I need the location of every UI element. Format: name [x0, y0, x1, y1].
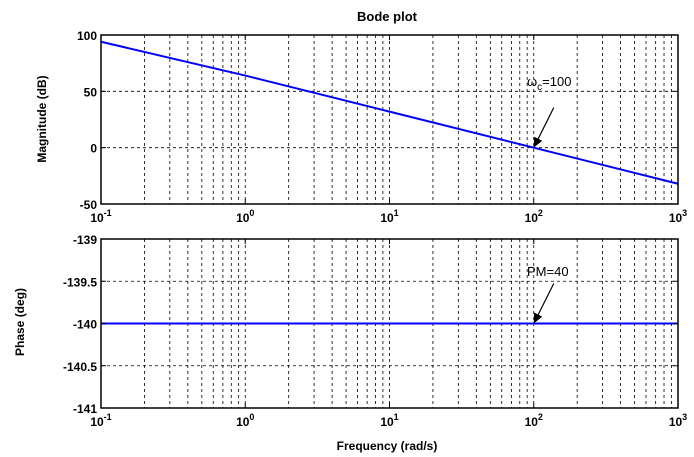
magnitude-y-tick-label: 0: [90, 142, 97, 156]
phase-margin-annotation: PM=40: [527, 264, 569, 279]
magnitude-series-group: [100, 40, 679, 185]
x-axis-label: Frequency (rad/s): [337, 439, 438, 453]
magnitude-x-tick-label: 103: [669, 208, 687, 225]
magnitude-series-line: [100, 40, 679, 185]
crossover-annotation: ωc=100: [527, 74, 571, 93]
magnitude-y-tick-label: 50: [84, 85, 98, 99]
magnitude-subplot: Bode plot ωc=100 100 50 0 -50 10-1 100 101 102…: [35, 9, 687, 225]
phase-y-tick-label: -139.5: [63, 275, 97, 289]
magnitude-x-tick-label: 10-1: [90, 208, 111, 225]
phase-y-tick-label: -140.5: [63, 360, 97, 374]
phase-x-tick-label: 103: [669, 412, 687, 429]
phase-annotation-arrow-head: [533, 312, 543, 324]
phase-y-tick-label: -139: [73, 233, 97, 247]
magnitude-y-ticks: 100 50 0 -50: [77, 29, 678, 212]
magnitude-annotation-group: ωc=100: [527, 74, 571, 148]
phase-x-tick-label: 101: [380, 412, 398, 429]
crossover-symbol: ω: [527, 74, 537, 89]
chart-title: Bode plot: [357, 9, 418, 24]
magnitude-x-ticks: 10-1 100 101 102 103: [90, 35, 687, 225]
phase-annotation-group: PM=40: [527, 264, 569, 324]
phase-x-ticks: 10-1 100 101 102 103: [90, 239, 687, 429]
phase-x-tick-label: 10-1: [90, 412, 111, 429]
phase-subplot: PM=40 -139-139.5-140-140.5-141 10-1 100 10…: [13, 233, 687, 453]
magnitude-x-tick-label: 100: [236, 208, 254, 225]
phase-y-ticks: -139 -139.5 -140 -140.5 -141: [63, 233, 678, 416]
crossover-subscript: c: [537, 82, 542, 93]
magnitude-y-axis-label: Magnitude (dB): [35, 75, 49, 162]
magnitude-x-tick-label: 102: [525, 208, 543, 225]
crossover-value: =100: [542, 74, 571, 89]
magnitude-grid: [101, 35, 678, 204]
phase-x-tick-label: 102: [525, 412, 543, 429]
magnitude-x-tick-label: 101: [380, 208, 398, 225]
phase-y-tick-label: -140: [73, 318, 97, 332]
magnitude-y-tick-label: 100: [77, 29, 97, 43]
phase-x-tick-label: 100: [236, 412, 254, 429]
magnitude-y-tick-label: -50: [80, 198, 98, 212]
magnitude-annotation-arrow-head: [533, 136, 543, 148]
phase-y-tick-label: -141: [73, 402, 97, 416]
phase-y-axis-label: Phase (deg): [13, 288, 27, 356]
